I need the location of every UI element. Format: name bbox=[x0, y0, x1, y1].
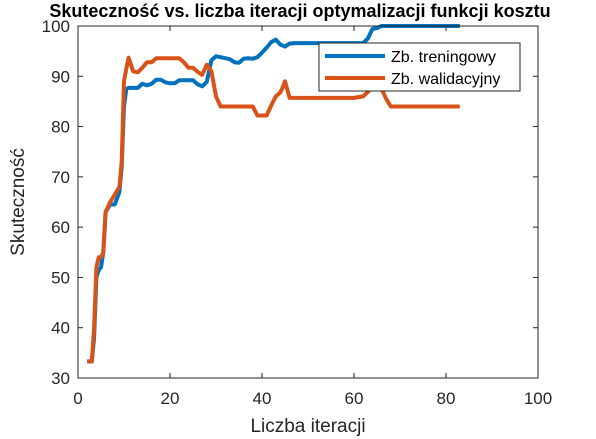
y-tick-label: 30 bbox=[51, 369, 70, 388]
y-tick-label: 60 bbox=[51, 218, 70, 237]
y-tick-label: 40 bbox=[51, 319, 70, 338]
x-tick-label: 40 bbox=[253, 389, 272, 408]
x-tick-label: 60 bbox=[345, 389, 364, 408]
y-tick-label: 90 bbox=[51, 67, 70, 86]
y-tick-label: 100 bbox=[42, 17, 70, 36]
y-axis-label: Skuteczność bbox=[8, 148, 29, 256]
x-tick-label: 100 bbox=[524, 389, 552, 408]
x-tick-label: 20 bbox=[161, 389, 180, 408]
y-tick-label: 70 bbox=[51, 168, 70, 187]
legend: Zb. treningowy Zb. walidacyjny bbox=[319, 43, 520, 91]
x-tick-label: 80 bbox=[437, 389, 456, 408]
x-axis-label: Liczba iteracji bbox=[250, 416, 365, 437]
y-tick-label: 80 bbox=[51, 118, 70, 137]
y-tick-label: 50 bbox=[51, 268, 70, 287]
chart-title: Skuteczność vs. liczba iteracji optymali… bbox=[49, 1, 550, 21]
legend-label-walidacyjny: Zb. walidacyjny bbox=[391, 71, 500, 88]
x-tick-label: 0 bbox=[73, 389, 82, 408]
legend-label-treningowy: Zb. treningowy bbox=[391, 49, 496, 66]
